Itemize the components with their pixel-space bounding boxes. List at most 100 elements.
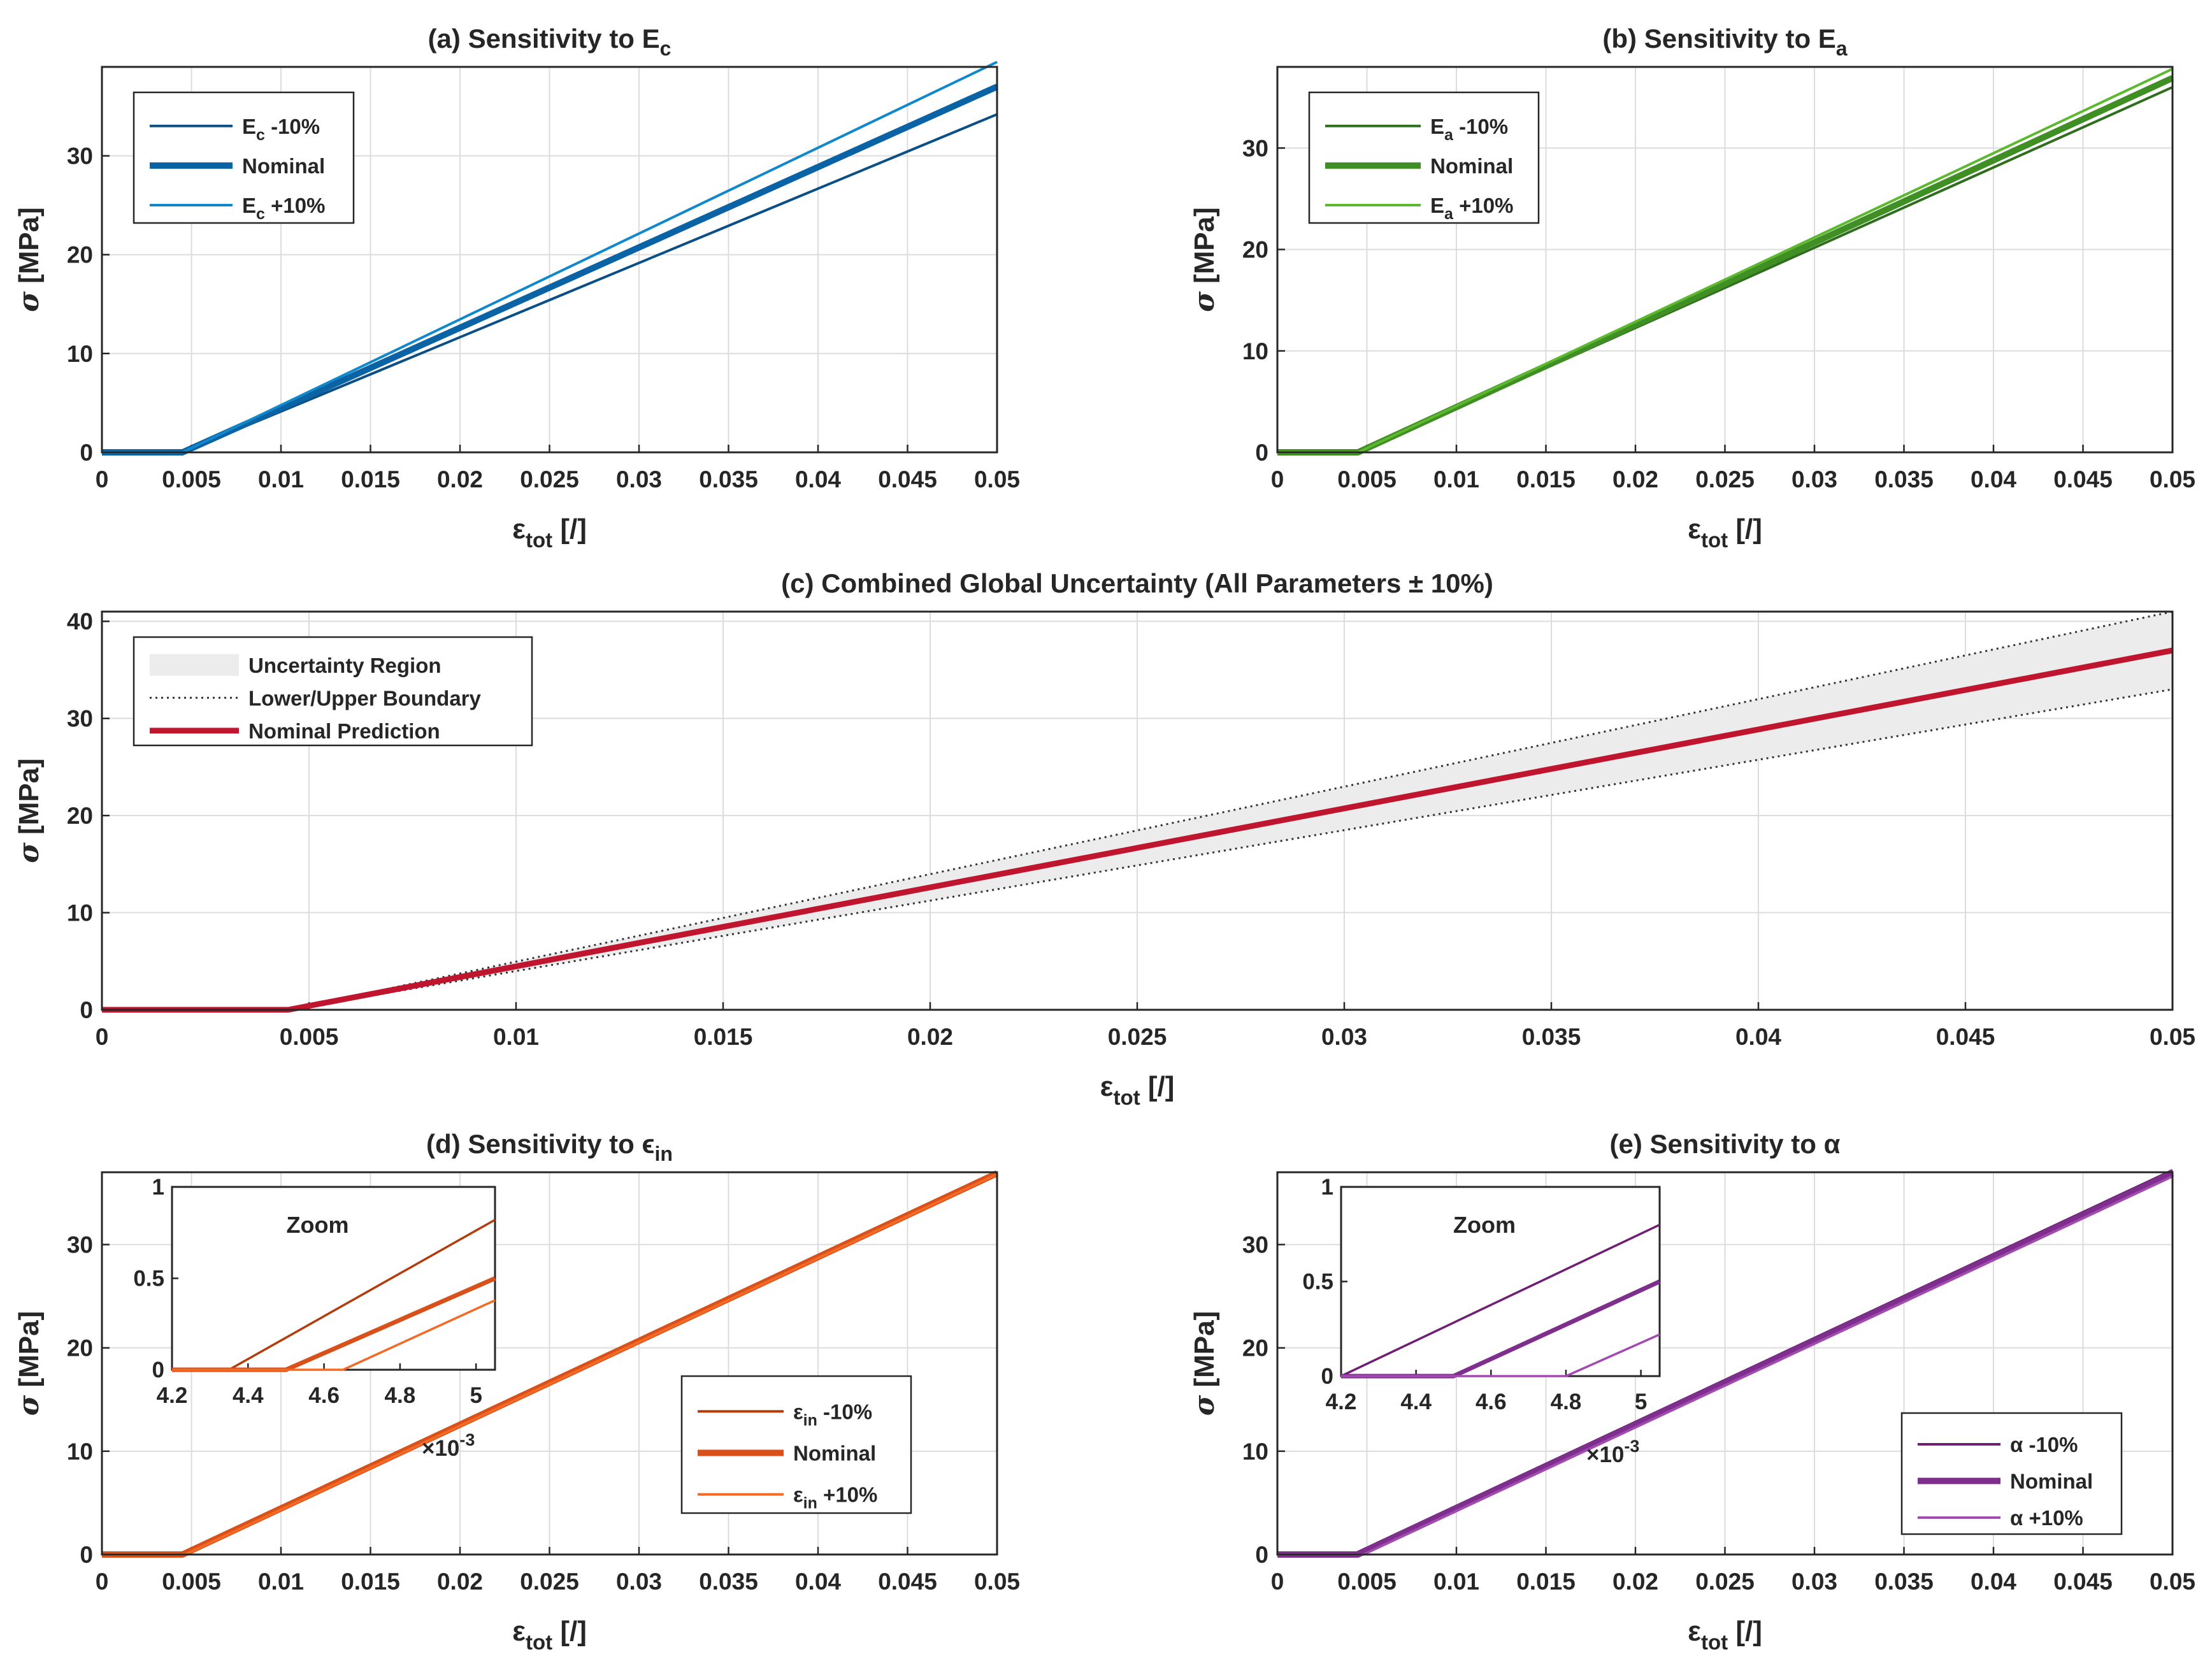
inset-series-line bbox=[172, 1299, 496, 1371]
x-tick-label: 0 bbox=[1271, 1569, 1284, 1595]
legend-entry-label: α -10% bbox=[2010, 1433, 2078, 1456]
y-axis-label-unit: [MPa] bbox=[13, 1311, 45, 1395]
x-tick-label: 0.015 bbox=[1516, 466, 1576, 492]
legend: α -10% Nominal α +10% bbox=[1900, 1412, 2123, 1535]
y-tick-label: 20 bbox=[67, 803, 93, 829]
legend-entry-label: εin +10% bbox=[793, 1483, 877, 1512]
y-axis-label: σ [MPa] bbox=[13, 207, 45, 312]
x-axis-label-symbol: ε bbox=[1688, 513, 1701, 545]
x-tick-label: 0.02 bbox=[1612, 466, 1658, 492]
x-tick-label: 0.035 bbox=[1874, 1569, 1934, 1595]
panel-title-text: (b) Sensitivity to E bbox=[1602, 24, 1835, 54]
panel-title-subscript: c bbox=[660, 37, 672, 60]
legend-entry-subscript: a bbox=[1444, 205, 1454, 223]
legend-box bbox=[133, 91, 355, 224]
legend-entry-label: Nominal bbox=[2010, 1470, 2093, 1493]
plot-frame bbox=[1276, 66, 2174, 454]
legend-entry-text: Nominal bbox=[242, 154, 325, 178]
inset-y-tick-label: 1 bbox=[1321, 1175, 1333, 1200]
legend-entry-subscript: c bbox=[256, 205, 265, 223]
y-axis-label-unit: [MPa] bbox=[1189, 207, 1220, 291]
inset-y-tick-label: 0 bbox=[152, 1358, 164, 1382]
panel-d: 0 0.005 0.01 0.015 0.02 0.025 0.03 0.035 0.04 0.0… bbox=[13, 1129, 1020, 1654]
legend-entry-suffix: +10% bbox=[265, 194, 326, 217]
x-tick-label: 0.03 bbox=[1792, 1569, 1837, 1595]
y-axis-label-symbol: σ bbox=[13, 291, 45, 312]
inset-zoom: 4.2 4.4 4.6 4.8 5 0 0.5 1 Zoom ×10-3 bbox=[1302, 1175, 1661, 1467]
x-axis-label-unit: [/] bbox=[1728, 513, 1762, 545]
x-tick-label: 0.04 bbox=[795, 1569, 841, 1595]
legend-entry-text: Nominal bbox=[1430, 154, 1513, 178]
x-tick-label: 0.035 bbox=[699, 466, 758, 492]
legend-entry-text: Nominal bbox=[793, 1442, 876, 1465]
legend-entry-label: Ea +10% bbox=[1430, 194, 1513, 223]
y-tick-label: 20 bbox=[1242, 237, 1268, 263]
inset-x-tick-label: 4.8 bbox=[1551, 1390, 1582, 1414]
legend-entry-label: εin -10% bbox=[793, 1400, 872, 1429]
x-tick-label: 0.04 bbox=[1971, 1569, 2016, 1595]
y-tick-label: 0 bbox=[1255, 1542, 1268, 1568]
x-tick-label: 0.02 bbox=[437, 466, 483, 492]
y-axis-label: σ [MPa] bbox=[13, 1311, 45, 1416]
legend-entry-text: E bbox=[1430, 115, 1444, 138]
y-axis-label-symbol: σ bbox=[13, 1395, 45, 1416]
legend-entry-suffix: -10% bbox=[265, 115, 320, 138]
inset-y-tick-label: 0.5 bbox=[133, 1267, 164, 1291]
y-tick-label: 30 bbox=[67, 143, 93, 169]
x-tick-label: 0.015 bbox=[694, 1024, 753, 1050]
y-tick-label: 10 bbox=[67, 341, 93, 367]
y-axis-label: σ [MPa] bbox=[1188, 1311, 1221, 1416]
y-tick-label: 10 bbox=[67, 1439, 93, 1465]
panel-title-text: (e) Sensitivity to α bbox=[1610, 1129, 1841, 1159]
inset-multiplier-base: ×10 bbox=[422, 1436, 459, 1461]
x-axis-label-unit: [/] bbox=[1728, 1616, 1762, 1647]
panel-title-subscript: a bbox=[1836, 37, 1848, 60]
legend-entry-text: ε bbox=[793, 1400, 803, 1423]
panel-c: 0 0.005 0.01 0.015 0.02 0.025 0.03 0.035 0.04 0.0… bbox=[13, 568, 2195, 1109]
plot-frame bbox=[101, 66, 998, 454]
inset-x-tick-label: 4.4 bbox=[233, 1383, 264, 1408]
x-tick-label: 0.015 bbox=[341, 466, 400, 492]
legend: Ec -10% Nominal Ec +10% bbox=[133, 91, 355, 224]
x-tick-label: 0 bbox=[96, 466, 109, 492]
y-axis-label-unit: [MPa] bbox=[13, 758, 45, 842]
inset-x-multiplier: ×10-3 bbox=[422, 1430, 475, 1461]
inset-box bbox=[1340, 1186, 1661, 1377]
legend-box bbox=[680, 1375, 912, 1514]
x-tick-label: 0.05 bbox=[2150, 1024, 2195, 1050]
legend-entry-subscript: in bbox=[803, 1495, 817, 1512]
x-tick-label: 0.035 bbox=[1874, 466, 1934, 492]
x-tick-label: 0.01 bbox=[493, 1024, 539, 1050]
x-tick-label: 0.01 bbox=[1433, 1569, 1479, 1595]
x-axis-label-symbol: ε bbox=[512, 1616, 526, 1647]
x-tick-label: 0 bbox=[96, 1024, 109, 1050]
legend-entry-subscript: in bbox=[803, 1411, 817, 1429]
x-tick-label: 0.025 bbox=[520, 1569, 579, 1595]
legend-entry-text: Uncertainty Region bbox=[248, 654, 442, 677]
x-tick-label: 0.025 bbox=[1695, 1569, 1755, 1595]
panel-title-text: (c) Combined Global Uncertainty (All Par… bbox=[781, 568, 1493, 598]
x-tick-label: 0.04 bbox=[1971, 466, 2016, 492]
x-axis-label-subscript: tot bbox=[526, 528, 552, 552]
x-axis-label: εtot [/] bbox=[1688, 513, 1762, 552]
legend-entry-text: ε bbox=[793, 1483, 803, 1507]
inset-multiplier-exponent: -3 bbox=[459, 1430, 475, 1449]
x-tick-label: 0.03 bbox=[1792, 466, 1837, 492]
inset-x-tick-label: 5 bbox=[1635, 1390, 1647, 1414]
y-axis-label-symbol: σ bbox=[1188, 1395, 1221, 1416]
legend-entry-suffix: -10% bbox=[1453, 115, 1508, 138]
legend-entry-label: Ea -10% bbox=[1430, 115, 1508, 144]
x-tick-label: 0.05 bbox=[2150, 466, 2195, 492]
legend-entry-suffix: +10% bbox=[1453, 194, 1514, 217]
x-tick-label: 0 bbox=[96, 1569, 109, 1595]
panel-title: (c) Combined Global Uncertainty (All Par… bbox=[781, 568, 1493, 598]
y-tick-label: 20 bbox=[67, 1335, 93, 1361]
panel-title: (a) Sensitivity to Ec bbox=[428, 24, 672, 60]
inset-x-tick-label: 4.4 bbox=[1400, 1390, 1432, 1414]
legend-entry-text: E bbox=[242, 115, 256, 138]
panel-title: (b) Sensitivity to Ea bbox=[1602, 24, 1847, 60]
legend-box bbox=[1900, 1412, 2123, 1535]
inset-multiplier-base: ×10 bbox=[1586, 1442, 1624, 1467]
x-tick-label: 0.02 bbox=[1612, 1569, 1658, 1595]
x-axis-label: εtot [/] bbox=[1688, 1616, 1762, 1654]
